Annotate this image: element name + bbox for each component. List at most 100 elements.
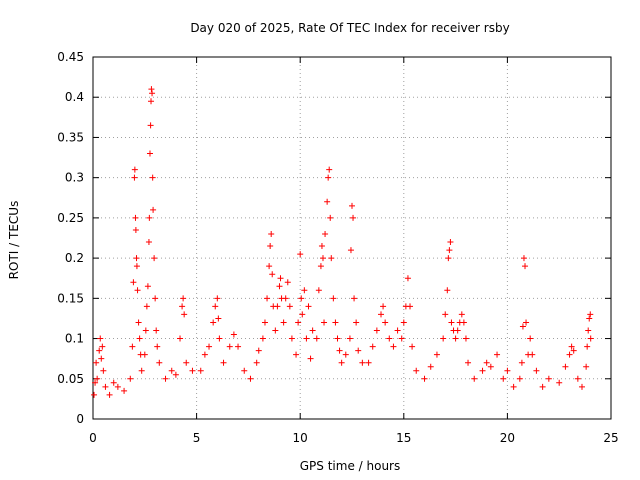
data-point (315, 287, 322, 294)
data-point (338, 359, 345, 366)
data-point (332, 319, 339, 326)
data-point (293, 351, 300, 358)
data-point (566, 351, 573, 358)
data-point (433, 351, 440, 358)
data-point (132, 226, 139, 233)
data-point (347, 247, 354, 254)
data-point (319, 255, 326, 262)
data-point (516, 375, 523, 382)
data-point (91, 391, 98, 398)
data-point (110, 379, 117, 386)
data-point (351, 295, 358, 302)
data-point (409, 343, 416, 350)
data-point (147, 122, 154, 129)
data-point (303, 335, 310, 342)
data-point (295, 319, 302, 326)
data-point (500, 375, 507, 382)
data-point (131, 174, 138, 181)
data-point (404, 275, 411, 282)
data-point (355, 347, 362, 354)
data-point (197, 367, 204, 374)
data-point (442, 311, 449, 318)
data-point (288, 335, 295, 342)
data-point (183, 359, 190, 366)
y-tick-label: 0.2 (65, 251, 84, 265)
data-point (141, 351, 148, 358)
chart-title: Day 020 of 2025, Rate Of TEC Index for r… (190, 21, 509, 35)
data-point (510, 383, 517, 390)
data-point (380, 303, 387, 310)
data-point (172, 371, 179, 378)
data-point (313, 335, 320, 342)
data-point (130, 279, 137, 286)
data-point (133, 263, 140, 270)
data-point (274, 303, 281, 310)
data-point (471, 375, 478, 382)
y-tick-label: 0.15 (57, 291, 84, 305)
data-point (215, 315, 222, 322)
data-point (445, 255, 452, 262)
data-point (483, 359, 490, 366)
data-point (317, 263, 324, 270)
grid-lines (93, 57, 611, 419)
data-point (268, 230, 275, 237)
data-point (149, 174, 156, 181)
data-point (99, 343, 106, 350)
data-point (400, 319, 407, 326)
data-point (382, 319, 389, 326)
data-point (266, 263, 273, 270)
data-point (518, 359, 525, 366)
data-point (309, 327, 316, 334)
data-point (322, 230, 329, 237)
data-point (446, 247, 453, 254)
data-point (462, 335, 469, 342)
y-tick-label: 0.35 (57, 130, 84, 144)
x-axis: 0 5 10 15 20 25 (89, 57, 619, 445)
data-point (460, 319, 467, 326)
data-point (586, 315, 593, 322)
y-tick-label: 0.25 (57, 211, 84, 225)
data-point (452, 335, 459, 342)
y-tick-label: 0.05 (57, 372, 84, 386)
data-point (359, 359, 366, 366)
data-point (349, 202, 355, 209)
data-point (253, 359, 260, 366)
data-point (152, 295, 159, 302)
data-point (136, 335, 143, 342)
data-point (587, 335, 594, 342)
data-point (180, 295, 187, 302)
data-point (259, 335, 266, 342)
x-axis-label: GPS time / hours (300, 459, 401, 473)
data-point (143, 303, 150, 310)
data-point (280, 319, 287, 326)
data-point (578, 383, 585, 390)
data-point (127, 375, 134, 382)
data-point (298, 295, 305, 302)
data-point (142, 327, 149, 334)
data-point (523, 319, 530, 326)
data-point (346, 335, 353, 342)
data-point (267, 243, 274, 250)
data-point (427, 363, 434, 370)
y-axis: 0 0.05 0.1 0.15 0.2 0.25 0.3 0.35 0.4 0.45 (57, 50, 611, 426)
data-point (286, 303, 293, 310)
data-point (135, 319, 142, 326)
data-point (284, 279, 291, 286)
data-point (413, 367, 420, 374)
data-point (131, 166, 138, 173)
data-point (325, 174, 332, 181)
data-point (386, 335, 393, 342)
y-tick-label: 0.1 (65, 332, 84, 346)
y-tick-label: 0.3 (65, 171, 84, 185)
y-tick-label: 0.4 (65, 90, 84, 104)
data-point (129, 343, 136, 350)
data-point (533, 367, 540, 374)
data-point (444, 287, 451, 294)
data-point (522, 263, 529, 270)
data-point (220, 359, 227, 366)
plot-frame (92, 56, 612, 420)
x-tick-label: 10 (293, 431, 308, 445)
data-point (241, 367, 248, 374)
data-point (106, 391, 113, 398)
y-tick-label: 0.45 (57, 50, 84, 64)
